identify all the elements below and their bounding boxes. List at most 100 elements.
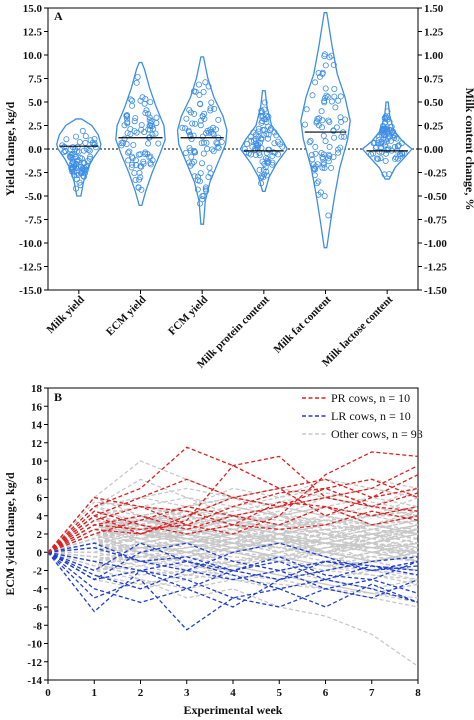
violin-point [76, 139, 83, 146]
violin-point [69, 144, 76, 151]
violin-point [140, 158, 147, 165]
violin-point [127, 126, 134, 133]
violin-point [200, 89, 207, 96]
violin-point [215, 144, 222, 151]
violin-point [72, 164, 79, 171]
violin-point [331, 86, 338, 93]
violin-point [139, 94, 146, 101]
violin-point [179, 124, 186, 131]
violin-point [322, 62, 329, 69]
b-x-tick-label: 0 [45, 687, 51, 699]
violin-point [265, 158, 272, 165]
violin-point [186, 129, 193, 136]
violin-point [316, 73, 323, 80]
violin-point [256, 152, 263, 159]
violin-point [86, 147, 93, 154]
other-cow-line [47, 537, 419, 553]
violin-point [320, 161, 327, 168]
pr-cow-line [47, 478, 419, 553]
violin-point [263, 168, 270, 175]
violin-point [319, 117, 326, 124]
violin-point [183, 115, 190, 122]
violin-point [153, 114, 160, 121]
left-tick-label: 10.0 [23, 50, 43, 62]
violin-point [132, 115, 139, 122]
violin-point [123, 112, 130, 119]
violin-point [126, 148, 133, 155]
violin-point [140, 160, 147, 167]
violin-outline [361, 101, 413, 180]
violin-point [381, 119, 388, 126]
b-x-axis-label: Experimental week [184, 703, 283, 717]
violin-point [210, 148, 217, 155]
other-cow-line [47, 528, 419, 553]
right-tick-label: 0.50 [424, 97, 444, 109]
violin-point [142, 96, 149, 103]
violin-point [76, 179, 83, 186]
violin-point [131, 169, 138, 176]
violin-point [213, 139, 220, 146]
violin-point [338, 118, 345, 125]
category-label: FCM yield [166, 294, 210, 338]
violin-point [309, 92, 316, 99]
violin-point [273, 132, 280, 139]
violin-point [255, 128, 262, 135]
violin-point [195, 81, 202, 88]
b-y-tick-label: 14 [31, 420, 43, 432]
violin-point [73, 133, 80, 140]
lr-cow-line [47, 542, 419, 572]
pr-cow-line [47, 492, 419, 553]
violin-point [78, 155, 85, 162]
violin-point [315, 178, 322, 185]
violin-point [385, 146, 392, 153]
violin-point [391, 143, 398, 150]
violin-point [78, 167, 85, 174]
b-y-tick-label: -2 [33, 566, 43, 578]
violin-point [182, 125, 189, 132]
violin-point [124, 120, 131, 127]
violin-point [318, 108, 325, 115]
violin-point [118, 142, 125, 149]
other-cow-line [48, 519, 419, 553]
other-cow-line [47, 510, 419, 553]
b-x-tick-label: 2 [138, 687, 144, 699]
violin-point [315, 70, 322, 77]
violin-point [313, 118, 320, 125]
violin-point [247, 133, 254, 140]
violin-point [121, 135, 128, 142]
violin-point [191, 158, 198, 165]
b-y-tick-label: 4 [37, 511, 43, 523]
legend-label: LR cows, n = 10 [331, 409, 411, 423]
category-label: Milk lactose content [320, 293, 396, 369]
violin-point [208, 99, 215, 106]
pr-cow-line [47, 505, 419, 553]
violin-point [271, 129, 278, 136]
violin-point [374, 139, 381, 146]
b-x-tick-label: 3 [184, 687, 190, 699]
violin-point [321, 164, 328, 171]
violin-point [328, 98, 335, 105]
violin-point [189, 120, 196, 127]
violin-point [252, 151, 259, 158]
violin-point [211, 105, 218, 112]
violin-point [194, 186, 201, 193]
b-y-tick-label: 0 [37, 547, 43, 559]
left-tick-label: 5.0 [28, 97, 42, 109]
violin-point [243, 140, 250, 147]
right-tick-label: 1.50 [424, 3, 444, 15]
b-x-tick-label: 7 [369, 687, 375, 699]
violin-point [132, 157, 139, 164]
right-tick-label: -0.50 [424, 191, 447, 203]
violin-point [191, 173, 198, 180]
violin-point [378, 144, 385, 151]
violin-point [370, 140, 377, 147]
violin-point [137, 174, 144, 181]
violin-point [146, 117, 153, 124]
violin-point [200, 139, 207, 146]
violin-point [333, 124, 340, 131]
violin-point [81, 165, 88, 172]
right-axis-label: Milk content change, % [463, 88, 474, 211]
b-x-tick-label: 6 [323, 687, 329, 699]
violin-point [197, 170, 204, 177]
violin-point [138, 186, 145, 193]
